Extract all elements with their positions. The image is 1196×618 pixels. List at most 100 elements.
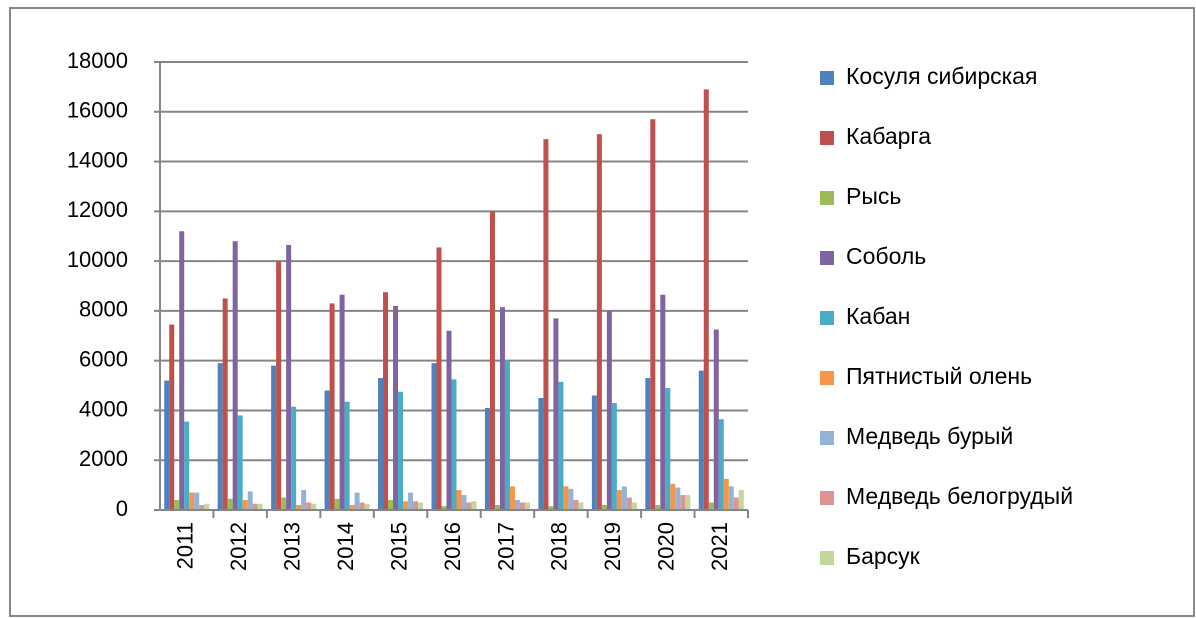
bar (398, 391, 404, 510)
bar (431, 363, 437, 510)
bar (601, 505, 607, 510)
bar (334, 498, 340, 510)
bar (441, 506, 447, 510)
bar (723, 478, 729, 510)
y-tick-label: 10000 (67, 247, 128, 272)
bar (301, 490, 307, 510)
bar (596, 134, 602, 510)
bar (698, 370, 704, 510)
x-tick-label: 2015 (386, 522, 411, 571)
bar (675, 487, 681, 510)
bar (306, 502, 312, 510)
legend-label: Кабарга (846, 123, 931, 149)
bar (718, 419, 724, 510)
bar (616, 490, 622, 510)
y-tick-label: 14000 (67, 147, 128, 172)
bar (311, 503, 317, 510)
bar (359, 502, 365, 510)
bar (606, 310, 612, 510)
bar (286, 244, 292, 510)
bar (271, 365, 277, 510)
bar (553, 318, 559, 510)
bar (189, 492, 195, 510)
bar (378, 378, 384, 510)
bar (349, 505, 355, 510)
bar (393, 305, 399, 510)
bar (626, 497, 632, 510)
bar (247, 491, 253, 510)
bar (217, 363, 223, 510)
x-tick-label: 2012 (226, 522, 251, 571)
legend-swatch (820, 491, 834, 505)
bar (703, 89, 709, 510)
bar (591, 395, 597, 510)
bar (543, 139, 549, 510)
bar (383, 292, 389, 510)
legend-swatch (820, 551, 834, 565)
y-tick-label: 16000 (67, 98, 128, 123)
bar (344, 401, 350, 510)
y-tick-label: 4000 (79, 396, 128, 421)
bar (242, 500, 248, 510)
bar (650, 119, 656, 510)
bar (408, 492, 414, 510)
legend-swatch (820, 311, 834, 325)
legend-swatch (820, 191, 834, 205)
legend-label: Пятнистый олень (846, 363, 1032, 389)
bar (403, 501, 409, 510)
bar (558, 381, 564, 510)
y-tick-label: 8000 (79, 297, 128, 322)
legend-swatch (820, 71, 834, 85)
x-tick-label: 2014 (333, 522, 358, 571)
legend-swatch (820, 431, 834, 445)
bar (519, 502, 525, 510)
bar (471, 501, 477, 510)
bar (548, 506, 554, 510)
x-tick-label: 2020 (654, 522, 679, 571)
bar (446, 330, 452, 510)
bar (494, 505, 500, 510)
bar (296, 505, 302, 510)
bar (670, 483, 676, 510)
bar (499, 307, 505, 510)
bar (164, 380, 170, 510)
y-tick-label: 12000 (67, 197, 128, 222)
bar (291, 406, 297, 510)
bar (184, 421, 190, 510)
x-tick-label: 2013 (279, 522, 304, 571)
bar (456, 490, 462, 510)
bar (179, 231, 185, 510)
bar (563, 486, 569, 510)
bar (174, 500, 180, 510)
bar (708, 502, 714, 510)
x-tick-label: 2017 (493, 522, 518, 571)
bar (538, 398, 544, 510)
bar (329, 303, 335, 510)
bar (436, 247, 442, 510)
bar (339, 294, 345, 510)
bar (354, 492, 360, 510)
bar (169, 324, 175, 510)
legend-label: Соболь (846, 243, 926, 269)
x-tick-label: 2018 (547, 522, 572, 571)
bar (276, 261, 282, 510)
bar (514, 500, 520, 510)
bar (199, 505, 205, 510)
bar (573, 500, 579, 510)
bar (621, 486, 627, 510)
bar (665, 388, 671, 510)
bar (631, 502, 637, 510)
legend-label: Кабан (846, 303, 910, 329)
bar (237, 415, 243, 510)
bar (713, 329, 719, 510)
bar (489, 211, 495, 511)
bar (685, 495, 691, 510)
bar (504, 360, 510, 510)
legend-label: Медведь бурый (846, 423, 1013, 449)
bar (738, 490, 744, 510)
bar (194, 492, 200, 510)
chart-border (9, 7, 1195, 617)
bar (418, 502, 424, 510)
bar (222, 298, 228, 510)
